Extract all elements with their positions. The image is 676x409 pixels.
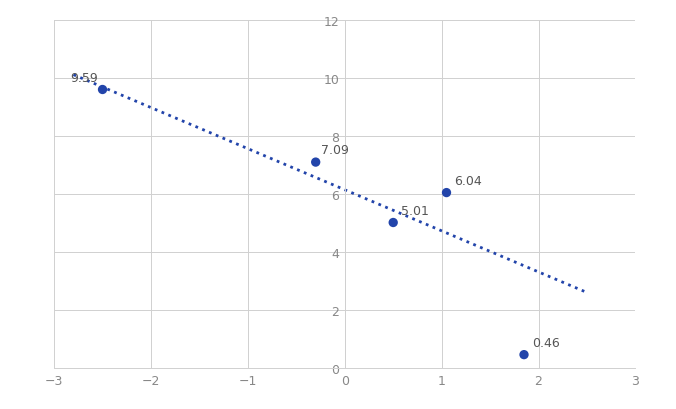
Text: 5.01: 5.01 [401,204,429,217]
Point [97,87,108,94]
Point [388,220,399,226]
Text: 0.46: 0.46 [532,336,560,349]
Text: 6.04: 6.04 [454,174,482,187]
Text: 7.09: 7.09 [320,144,348,157]
Point [310,160,321,166]
Point [441,190,452,196]
Point [518,351,529,358]
Text: 9.59: 9.59 [70,72,97,85]
